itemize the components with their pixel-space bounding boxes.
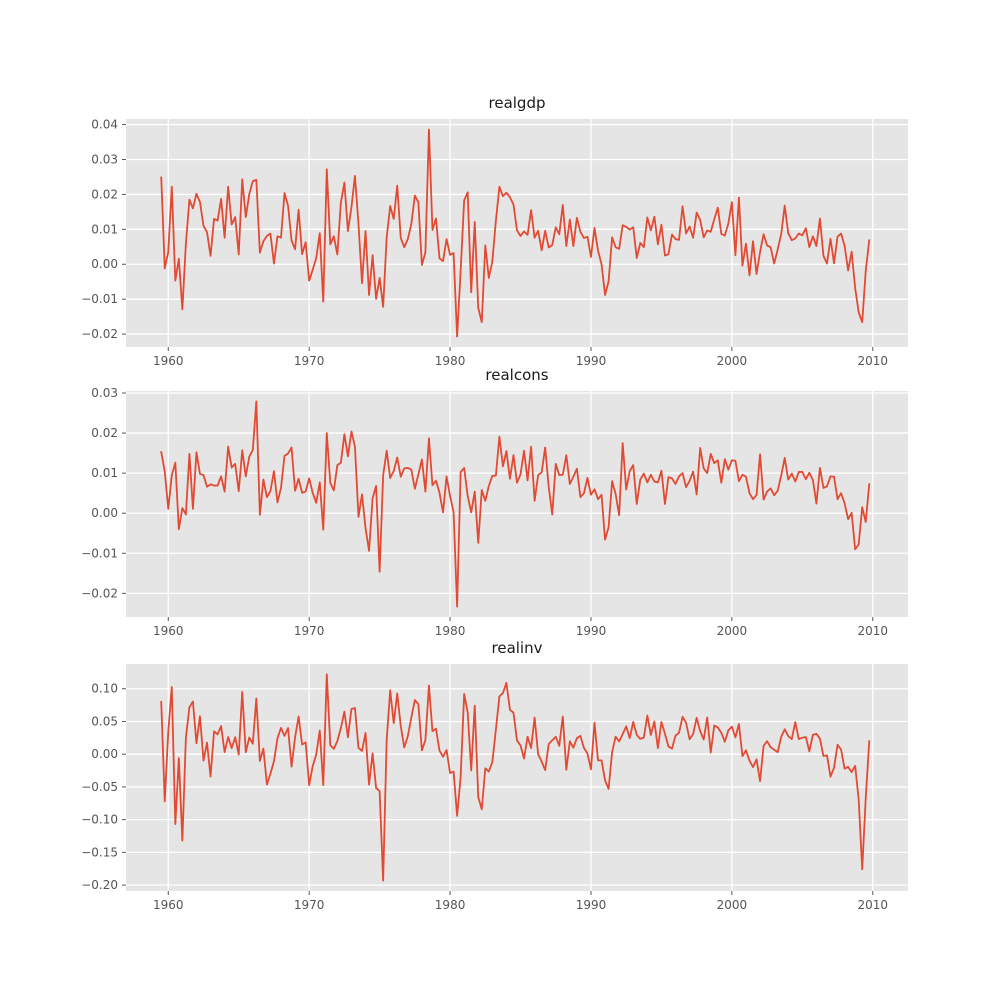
x-tick-label: 2000 (717, 354, 748, 368)
y-tick-label: −0.20 (81, 878, 118, 892)
y-tick-label: −0.10 (81, 813, 118, 827)
x-tick-label: 1990 (576, 624, 607, 638)
x-tick-label: 1960 (153, 354, 184, 368)
y-tick-label: 0.03 (91, 386, 118, 400)
subplot-realgdp: 1960 1970 1980 1990 2000 2010 0.04 0.03 0.02 0.01… (81, 118, 908, 368)
y-tick-label: −0.01 (81, 292, 118, 306)
realgdp-line (160, 128, 871, 338)
realcons-line (160, 400, 871, 608)
subplot-realcons: 1960 1970 1980 1990 2000 2010 0.03 0.02 0.01 0.00… (81, 386, 908, 638)
y-tick-label: 0.10 (91, 682, 118, 696)
x-tick-label: 1970 (294, 624, 325, 638)
y-tick-label: 0.02 (91, 426, 118, 440)
x-tick-label: 2010 (858, 898, 889, 912)
x-tick-label: 1990 (576, 898, 607, 912)
x-tick-label: 1980 (435, 624, 466, 638)
subplot-title-realgdp: realgdp (488, 94, 546, 112)
subplot-realinv: 1960 1970 1980 1990 2000 2010 0.10 0.05 0.00 −0.0… (81, 664, 908, 912)
y-tick-label: 0.01 (91, 466, 118, 480)
y-tick-label: −0.15 (81, 845, 118, 859)
subplot-title-realcons: realcons (485, 366, 549, 384)
realcons-panel (126, 391, 908, 617)
x-tick-label: 1960 (153, 624, 184, 638)
y-tick-label: −0.02 (81, 327, 118, 341)
y-tick-label: −0.02 (81, 586, 118, 600)
y-tick-label: 0.01 (91, 222, 118, 236)
realgdp-panel (126, 119, 908, 347)
y-tick-label: 0.00 (91, 257, 118, 271)
y-tick-label: −0.05 (81, 780, 118, 794)
x-tick-label: 1970 (294, 354, 325, 368)
realinv-line (160, 673, 871, 882)
x-tick-label: 2000 (717, 624, 748, 638)
y-tick-label: 0.00 (91, 747, 118, 761)
subplot-title-realinv: realinv (491, 639, 543, 657)
x-tick-label: 1960 (153, 898, 184, 912)
y-tick-label: 0.02 (91, 187, 118, 201)
x-tick-label: 1990 (576, 354, 607, 368)
y-tick-label: 0.05 (91, 714, 118, 728)
x-tick-label: 2010 (858, 354, 889, 368)
x-tick-label: 2010 (858, 624, 889, 638)
y-tick-label: 0.00 (91, 506, 118, 520)
y-tick-label: 0.03 (91, 153, 118, 167)
y-tick-label: −0.01 (81, 546, 118, 560)
x-tick-label: 1980 (435, 898, 466, 912)
y-tick-label: 0.04 (91, 118, 118, 132)
x-tick-label: 1970 (294, 898, 325, 912)
x-tick-label: 2000 (717, 898, 748, 912)
x-tick-label: 1980 (435, 354, 466, 368)
